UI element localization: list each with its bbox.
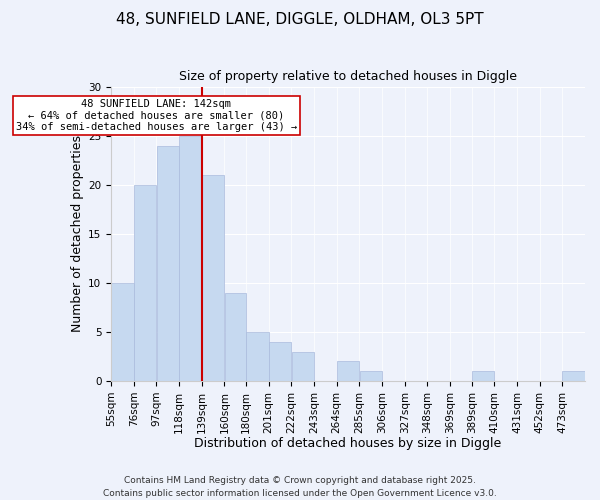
Bar [359,371,382,381]
Title: Size of property relative to detached houses in Diggle: Size of property relative to detached ho… [179,70,517,83]
Bar [179,136,202,381]
Bar [157,146,179,381]
Text: 48, SUNFIELD LANE, DIGGLE, OLDHAM, OL3 5PT: 48, SUNFIELD LANE, DIGGLE, OLDHAM, OL3 5… [116,12,484,28]
Bar [562,371,585,381]
Text: Contains HM Land Registry data © Crown copyright and database right 2025.
Contai: Contains HM Land Registry data © Crown c… [103,476,497,498]
Bar [337,362,359,381]
Bar [202,175,224,381]
Y-axis label: Number of detached properties: Number of detached properties [71,136,84,332]
Bar [472,371,494,381]
Bar [292,352,314,381]
Bar [224,293,246,381]
Bar [246,332,269,381]
Bar [134,185,157,381]
Bar [269,342,291,381]
Text: 48 SUNFIELD LANE: 142sqm
← 64% of detached houses are smaller (80)
34% of semi-d: 48 SUNFIELD LANE: 142sqm ← 64% of detach… [16,98,297,132]
X-axis label: Distribution of detached houses by size in Diggle: Distribution of detached houses by size … [194,437,502,450]
Bar [111,283,134,381]
